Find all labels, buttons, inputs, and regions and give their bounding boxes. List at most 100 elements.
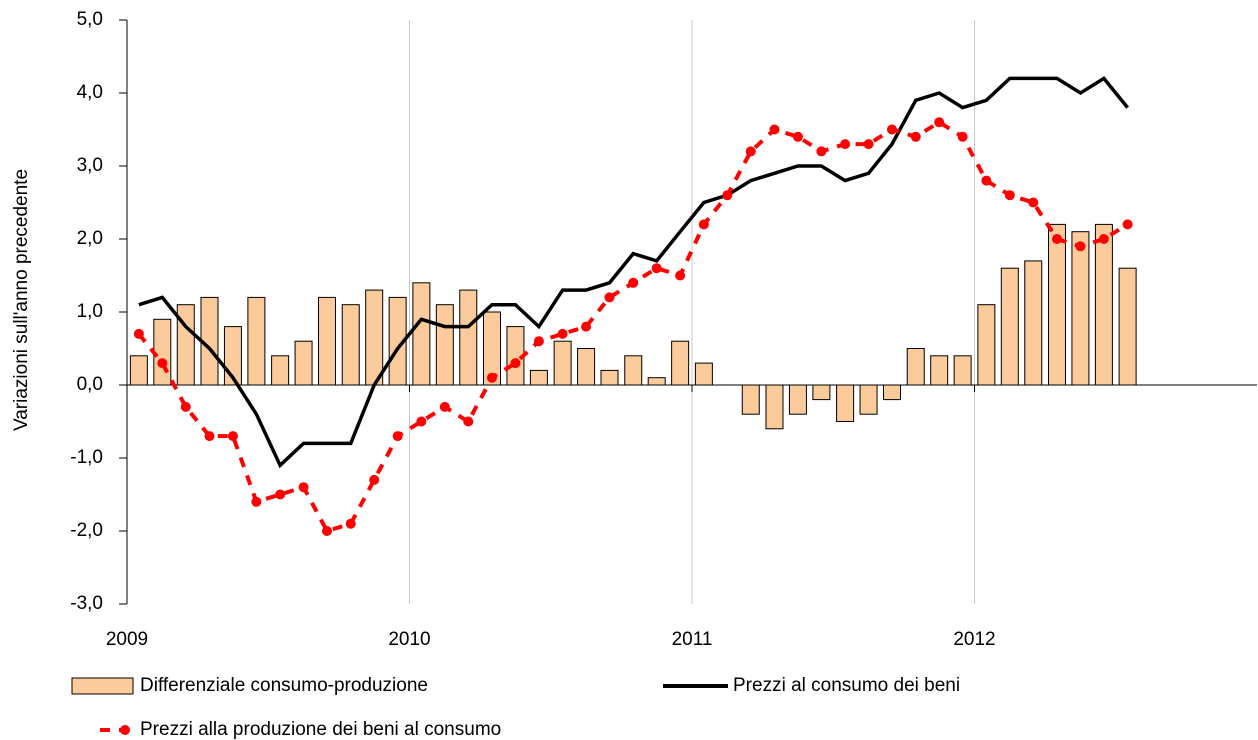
- marker: [251, 496, 262, 507]
- marker: [1004, 190, 1015, 201]
- y-tick-label: 5,0: [77, 9, 103, 30]
- marker: [604, 292, 615, 303]
- bar: [153, 318, 172, 386]
- y-tick-label: 1,0: [77, 301, 103, 322]
- bar: [1071, 231, 1090, 386]
- bar: [765, 384, 784, 430]
- marker: [698, 219, 709, 230]
- bar: [577, 348, 596, 386]
- marker: [745, 146, 756, 157]
- marker: [816, 146, 827, 157]
- legend-label: Differenziale consumo-produzione: [140, 675, 428, 696]
- marker: [910, 131, 921, 142]
- x-tick-label: 2012: [953, 629, 995, 650]
- marker: [769, 124, 780, 135]
- marker: [675, 270, 686, 281]
- marker: [204, 431, 215, 442]
- bar: [129, 355, 148, 386]
- bar: [694, 362, 713, 386]
- marker: [463, 416, 474, 427]
- bar: [318, 296, 337, 386]
- y-tick-label: -2,0: [70, 520, 103, 541]
- bar: [953, 355, 972, 386]
- marker: [934, 117, 945, 128]
- marker: [1122, 219, 1133, 230]
- x-tick-label: 2011: [672, 629, 713, 650]
- marker: [557, 328, 568, 339]
- bar: [1024, 260, 1043, 386]
- y-tick-label: 4,0: [77, 82, 103, 103]
- marker: [157, 358, 168, 369]
- marker: [180, 401, 191, 412]
- bar: [553, 340, 572, 386]
- bar: [836, 384, 855, 422]
- marker: [1098, 234, 1109, 244]
- legend-label: Prezzi al consumo dei beni: [733, 675, 960, 696]
- marker: [1051, 234, 1062, 244]
- marker: [533, 336, 544, 347]
- marker: [1075, 241, 1086, 252]
- line: [138, 76, 1129, 469]
- bar: [600, 369, 619, 386]
- legend-label: Prezzi alla produzione dei beni al consu…: [140, 719, 501, 740]
- marker: [133, 328, 144, 339]
- legend-marker: [120, 725, 130, 735]
- marker: [510, 358, 521, 369]
- marker: [581, 321, 592, 332]
- marker: [439, 401, 450, 412]
- bar: [1094, 223, 1113, 386]
- marker: [628, 277, 639, 288]
- marker: [486, 372, 497, 383]
- bar: [365, 289, 384, 386]
- y-tick-label: 2,0: [77, 228, 103, 249]
- marker: [392, 431, 403, 442]
- marker: [275, 489, 286, 500]
- marker: [416, 416, 427, 427]
- bar: [977, 304, 996, 386]
- bar: [412, 282, 431, 386]
- bar: [459, 289, 478, 386]
- bar: [1047, 223, 1066, 386]
- bar: [624, 355, 643, 386]
- y-tick-label: -3,0: [70, 593, 103, 614]
- y-tick-label: 3,0: [77, 155, 103, 176]
- marker: [345, 518, 356, 529]
- y-axis-title: Variazioni sull'anno precedente: [11, 169, 32, 431]
- bar: [930, 355, 949, 386]
- bar: [906, 348, 925, 386]
- marker: [722, 190, 733, 201]
- bar: [1118, 267, 1137, 386]
- y-tick-label: -1,0: [70, 447, 103, 468]
- marker: [227, 431, 238, 442]
- x-tick-label: 2009: [106, 629, 148, 650]
- bar: [529, 369, 548, 386]
- y-tick-label: 0,0: [77, 374, 103, 395]
- marker: [840, 139, 851, 150]
- marker: [322, 526, 333, 536]
- marker: [863, 139, 874, 150]
- bar: [859, 384, 878, 415]
- marker: [298, 482, 309, 493]
- bar: [788, 384, 807, 415]
- bar: [812, 384, 831, 401]
- marker: [981, 175, 992, 186]
- bar: [435, 304, 454, 386]
- bar: [247, 296, 266, 386]
- legend-swatch: [71, 677, 134, 695]
- bar: [341, 304, 360, 386]
- marker: [792, 131, 803, 142]
- marker: [887, 124, 898, 135]
- marker: [369, 474, 380, 485]
- x-tick-label: 2010: [388, 629, 430, 650]
- bar: [671, 340, 690, 386]
- marker: [1028, 197, 1039, 208]
- marker: [957, 131, 968, 142]
- marker: [651, 263, 662, 274]
- bar: [883, 384, 902, 401]
- bar: [741, 384, 760, 415]
- bar: [271, 355, 290, 386]
- bar: [647, 377, 666, 386]
- bar: [1000, 267, 1019, 386]
- bar: [294, 340, 313, 386]
